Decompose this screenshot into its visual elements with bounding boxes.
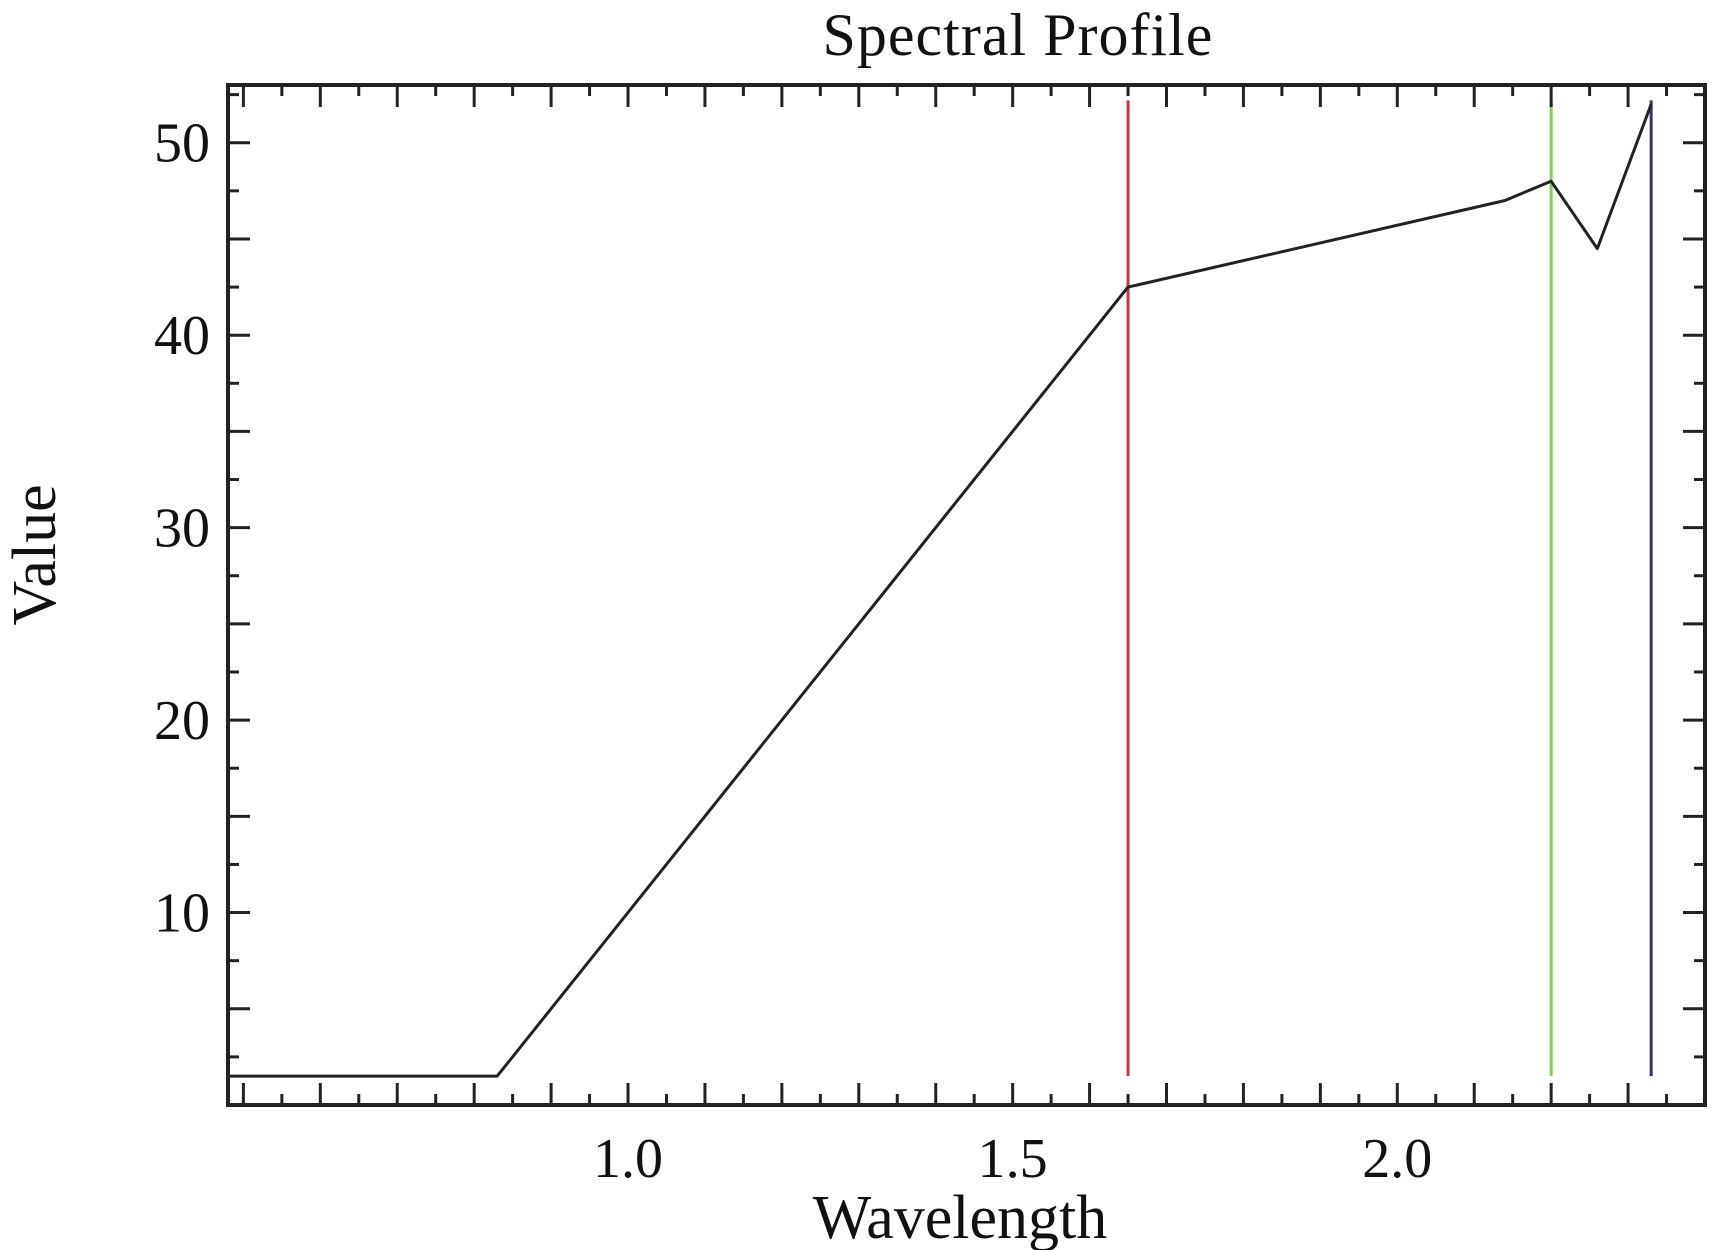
plot-frame xyxy=(226,83,1707,1107)
y-tick-label: 20 xyxy=(154,690,210,752)
series-line-1 xyxy=(228,103,1653,1078)
tick-labels: 1.0 1.5 2.0 10 20 30 40 50 xyxy=(154,113,1432,1190)
chart-title: Spectral Profile xyxy=(823,2,1214,68)
y-tick-label: 10 xyxy=(154,883,210,945)
x-tick-label: 2.0 xyxy=(1362,1128,1432,1190)
axis-ticks xyxy=(228,85,1707,1107)
band-markers xyxy=(1126,100,1653,1077)
y-tick-label: 50 xyxy=(154,113,210,175)
x-tick-label: 1.0 xyxy=(593,1128,663,1190)
plot-area: 1.0 1.5 2.0 10 20 30 40 50 xyxy=(154,83,1707,1190)
y-tick-label: 30 xyxy=(154,498,210,560)
y-axis-label: Value xyxy=(1,484,69,625)
series-layer xyxy=(228,103,1653,1078)
x-axis-label: Wavelength xyxy=(813,1184,1108,1250)
x-tick-label: 1.5 xyxy=(978,1128,1048,1190)
y-tick-label: 40 xyxy=(154,305,210,367)
